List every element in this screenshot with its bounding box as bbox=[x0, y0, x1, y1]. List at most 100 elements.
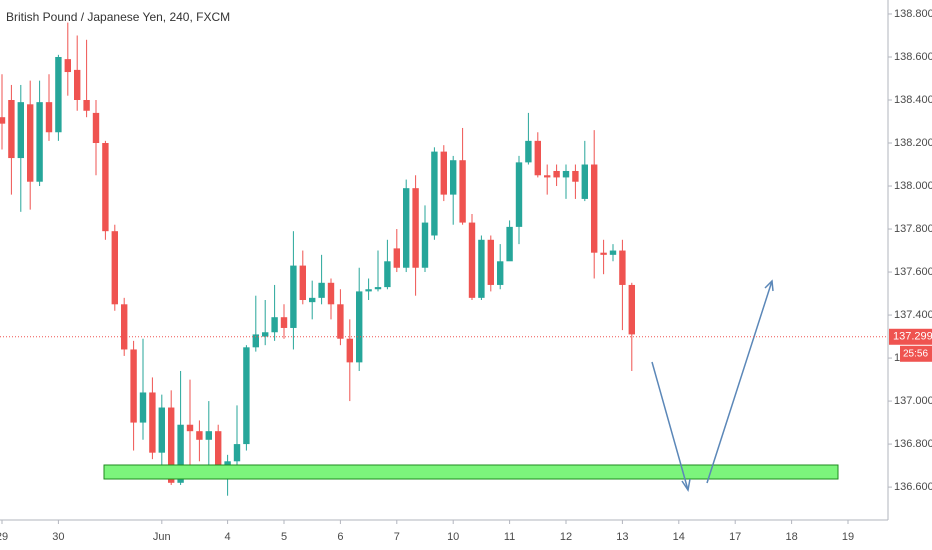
candle-body bbox=[628, 284, 635, 335]
x-tick-label: 4 bbox=[225, 531, 231, 543]
candle-body bbox=[440, 151, 447, 195]
candle-body bbox=[8, 100, 15, 159]
y-tick-label: 137.000 bbox=[894, 395, 932, 407]
candle-body bbox=[553, 170, 560, 178]
chart-title: British Pound / Japanese Yen, 240, FXCM bbox=[6, 10, 230, 24]
candle-body bbox=[487, 239, 494, 285]
candle-body bbox=[0, 117, 6, 124]
candle-body bbox=[252, 334, 259, 348]
x-tick-label: 5 bbox=[281, 531, 287, 543]
candle-body bbox=[412, 188, 419, 268]
last-price-badge bbox=[889, 328, 932, 345]
candle-body bbox=[45, 102, 53, 133]
candle-body bbox=[130, 349, 137, 423]
candle-body bbox=[356, 291, 363, 363]
y-tick-label: 138.800 bbox=[894, 8, 932, 20]
candle-body bbox=[17, 102, 24, 159]
candle-body bbox=[431, 151, 438, 236]
x-tick-label: 29 bbox=[0, 531, 8, 543]
candle-body bbox=[468, 222, 476, 298]
candle-body bbox=[55, 56, 62, 133]
candle-body bbox=[121, 304, 128, 350]
candle-body bbox=[619, 250, 626, 285]
candle-body bbox=[83, 100, 90, 111]
candle-body bbox=[290, 265, 297, 328]
candle-body bbox=[149, 392, 156, 453]
candle-body bbox=[544, 175, 551, 178]
x-tick-label: 17 bbox=[729, 531, 741, 543]
candle-body bbox=[186, 424, 194, 432]
x-tick-label: 12 bbox=[560, 531, 572, 543]
countdown-label: 25:56 bbox=[903, 348, 928, 359]
candle-body bbox=[581, 164, 588, 199]
candle-body bbox=[591, 164, 598, 253]
x-tick-label: 19 bbox=[842, 531, 854, 543]
candle-body bbox=[478, 239, 485, 298]
candle-body bbox=[280, 317, 288, 328]
candle-body bbox=[506, 226, 513, 262]
candle-body bbox=[374, 287, 382, 290]
x-tick-label: 18 bbox=[785, 531, 797, 543]
y-tick-label: 138.000 bbox=[894, 180, 932, 192]
x-tick-label: 13 bbox=[616, 531, 628, 543]
candle-body bbox=[459, 160, 466, 223]
plot-area bbox=[0, 22, 635, 496]
candle-body bbox=[421, 222, 429, 268]
candle-body bbox=[177, 424, 184, 483]
candle-body bbox=[158, 407, 165, 453]
candle-body bbox=[196, 431, 203, 440]
candle-body bbox=[365, 289, 372, 292]
candle-body bbox=[64, 59, 71, 73]
candle-body bbox=[525, 140, 532, 163]
y-tick-label: 137.400 bbox=[894, 309, 932, 321]
candle-body bbox=[384, 261, 391, 288]
y-tick-label: 138.200 bbox=[894, 137, 932, 149]
candle-body bbox=[27, 104, 34, 182]
y-tick-label: 136.800 bbox=[894, 438, 932, 450]
x-tick-label: 14 bbox=[673, 531, 685, 543]
x-tick-label: 7 bbox=[394, 531, 400, 543]
candle-body bbox=[450, 160, 457, 195]
candle-body bbox=[497, 261, 504, 285]
candle-body bbox=[102, 143, 109, 232]
candle-body bbox=[92, 112, 100, 144]
candle-body bbox=[215, 431, 222, 466]
candle-body bbox=[534, 140, 541, 176]
candle-body bbox=[139, 392, 147, 423]
zone-rectangle bbox=[103, 464, 839, 480]
arrow-head bbox=[681, 478, 691, 492]
candle-body bbox=[243, 347, 250, 445]
last-price-label: 137.299 bbox=[893, 331, 932, 343]
candle-body bbox=[562, 170, 570, 178]
candle-body bbox=[299, 265, 306, 300]
y-tick-label: 138.400 bbox=[894, 94, 932, 106]
y-tick-label: 136.600 bbox=[894, 481, 932, 493]
candle-body bbox=[318, 282, 325, 298]
x-tick-label: 6 bbox=[337, 531, 343, 543]
candle-body bbox=[309, 297, 316, 303]
candle-body bbox=[224, 461, 231, 466]
y-tick-label: 137.600 bbox=[894, 266, 932, 278]
arrow-head bbox=[764, 279, 774, 292]
arrow-down bbox=[651, 361, 689, 491]
candle-body bbox=[515, 162, 523, 227]
candle-body bbox=[168, 407, 175, 483]
x-tick-label: Jun bbox=[153, 531, 171, 543]
countdown-badge bbox=[900, 345, 932, 362]
candle-body bbox=[74, 69, 81, 100]
candle-body bbox=[609, 250, 617, 255]
candle-body bbox=[337, 304, 344, 339]
candle-body bbox=[111, 231, 118, 305]
x-tick-label: 11 bbox=[504, 531, 515, 543]
candle-body bbox=[572, 170, 579, 182]
candle-body bbox=[403, 188, 410, 268]
candle-body bbox=[393, 248, 400, 268]
candle-body bbox=[36, 102, 43, 182]
x-tick-label: 30 bbox=[52, 531, 64, 543]
candle-body bbox=[346, 338, 353, 363]
arrow-up bbox=[706, 280, 773, 484]
x-tick-label: 10 bbox=[447, 531, 459, 543]
y-tick-label: 138.600 bbox=[894, 51, 932, 63]
